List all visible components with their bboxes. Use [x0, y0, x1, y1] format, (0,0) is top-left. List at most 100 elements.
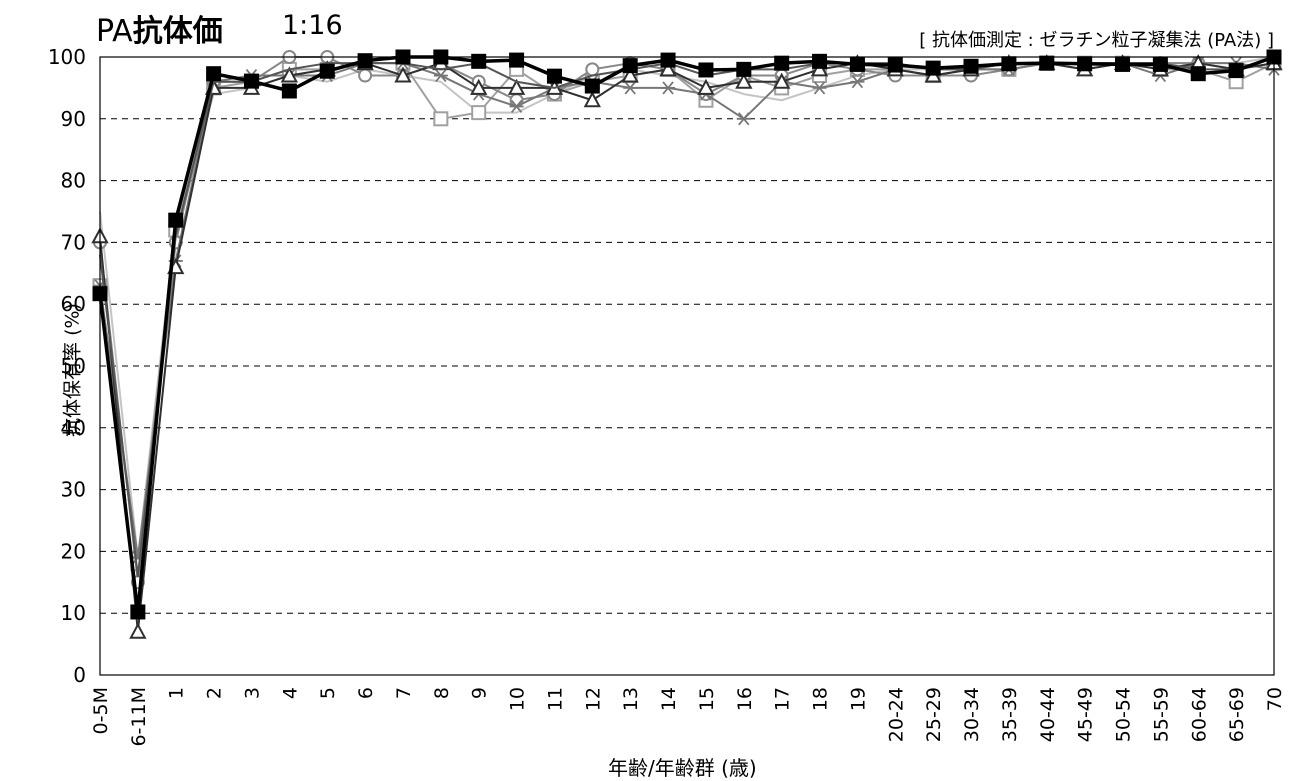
data-point	[1115, 56, 1131, 72]
y-tick-label: 40	[61, 416, 86, 440]
data-point	[433, 68, 448, 83]
data-point	[1228, 63, 1244, 79]
series-line	[98, 55, 1275, 614]
title-antibody-titer: 抗体価	[132, 14, 223, 49]
x-tick-label: 8	[431, 687, 453, 699]
data-point	[698, 62, 714, 78]
plot-frame	[99, 56, 1275, 676]
data-point	[281, 83, 297, 99]
x-tick-label: 12	[582, 687, 604, 711]
y-tick-label: 0	[73, 663, 86, 687]
series	[92, 49, 1282, 620]
data-point	[206, 66, 222, 82]
series-line	[99, 62, 1275, 559]
data-point	[358, 68, 373, 83]
data-point	[623, 81, 638, 95]
data-point	[697, 78, 715, 95]
y-tick-label: 50	[61, 354, 86, 378]
data-point	[887, 57, 903, 73]
x-tick-label: 70	[1264, 687, 1286, 711]
data-point	[1039, 55, 1055, 71]
gridlines	[100, 118, 1274, 614]
x-tick-label: 17	[772, 687, 794, 711]
x-tick-label: 4	[279, 687, 301, 699]
data-point	[130, 604, 146, 620]
x-tick-label: 3	[241, 687, 263, 699]
x-tick-label: 16	[734, 687, 756, 711]
data-point	[509, 52, 525, 68]
data-point	[735, 72, 753, 89]
x-tick-label: 15	[696, 687, 718, 711]
data-point	[585, 62, 600, 77]
series-line	[99, 62, 1275, 565]
data-point	[583, 91, 601, 108]
data-point	[471, 105, 487, 121]
data-point	[168, 212, 184, 228]
y-tick-label: 90	[61, 107, 86, 131]
data-point	[622, 58, 638, 74]
series-line	[99, 62, 1275, 633]
series	[93, 50, 1281, 590]
x-tick-label: 7	[393, 687, 415, 699]
x-tick-label: 55-59	[1150, 687, 1172, 742]
y-tick-label: 10	[61, 601, 86, 625]
data-point	[850, 75, 865, 89]
series	[93, 56, 1281, 565]
data-point	[507, 78, 526, 95]
data-point	[1190, 66, 1206, 82]
series-group	[91, 49, 1283, 639]
y-tick-label: 60	[61, 292, 86, 316]
series-line	[99, 56, 1275, 584]
data-point	[470, 78, 488, 95]
x-axis-label: 年齢/年齢群 (歳)	[608, 756, 757, 780]
series	[92, 55, 1282, 572]
x-tick-label: 1	[166, 687, 188, 699]
x-tick-label: 30-34	[961, 687, 983, 742]
data-point	[584, 78, 600, 94]
data-point	[812, 53, 828, 69]
x-tick-label: 6-11M	[128, 687, 150, 747]
series-line	[99, 56, 1275, 559]
data-point	[319, 63, 335, 79]
data-point	[394, 66, 412, 83]
y-tick-label: 20	[61, 539, 86, 563]
series	[99, 56, 1275, 578]
x-tick-label: 50-54	[1113, 687, 1135, 742]
data-point	[280, 66, 299, 83]
x-tick-label: 65-69	[1226, 687, 1248, 742]
x-tick-labels: 0-5M 6-11M 1 2 3 4 5 6 7 8 9 10 11 12 13 14 15 16 17 18 19 20…	[90, 687, 1286, 747]
series	[91, 54, 1283, 639]
data-point	[546, 68, 562, 84]
x-tick-label: 18	[810, 687, 832, 711]
series-line	[99, 56, 1275, 578]
x-tick-label: 20-24	[885, 687, 907, 742]
data-point	[660, 52, 676, 68]
x-tick-label: 19	[847, 687, 869, 711]
x-tick-label: 6	[355, 687, 377, 699]
x-tick-label: 11	[544, 687, 566, 711]
y-tick-label: 80	[61, 169, 86, 193]
data-point	[621, 66, 639, 83]
y-tick-label: 30	[61, 478, 86, 502]
data-point	[1077, 56, 1093, 72]
data-point	[471, 53, 487, 69]
data-point	[810, 60, 829, 77]
data-point	[357, 53, 373, 69]
data-point	[129, 622, 147, 639]
data-point	[963, 58, 979, 74]
method-note: [ 抗体価測定 : ゼラチン粒子凝集法 (PA法) ]	[919, 30, 1274, 51]
x-tick-label: 40-44	[1037, 687, 1059, 742]
chart-dilution: 1:16	[282, 10, 343, 41]
x-tick-label: 45-49	[1075, 687, 1097, 742]
x-tick-label: 35-39	[999, 687, 1021, 742]
data-point	[433, 111, 449, 127]
data-point	[925, 60, 941, 76]
data-point	[849, 56, 865, 72]
x-tick-label: 5	[317, 687, 339, 699]
data-point	[509, 99, 524, 114]
y-tick-labels: 0 10 20 30 40 50 60 70 80 90 100	[48, 45, 86, 687]
data-point	[812, 81, 827, 95]
x-tick-label: 25-29	[923, 687, 945, 742]
